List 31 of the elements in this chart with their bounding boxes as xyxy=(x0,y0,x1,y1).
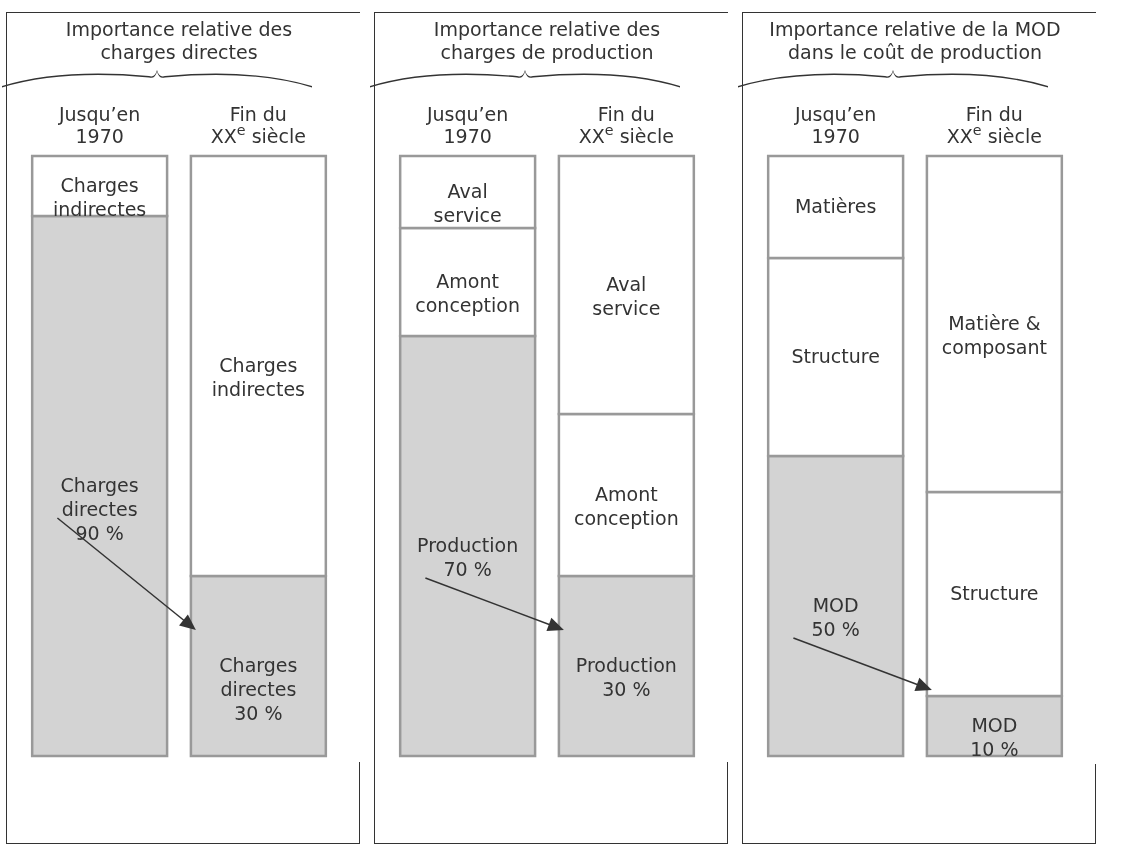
x-tick-label: Fin du XX$^{e}$ siècle xyxy=(578,102,674,147)
series-label: Charges directes xyxy=(60,474,139,520)
series-label: MOD xyxy=(971,714,1018,736)
series-label: Charges indirectes xyxy=(53,174,147,220)
text: Amont conception xyxy=(574,483,679,529)
text: Structure xyxy=(950,582,1039,604)
data-label: 70 % xyxy=(443,558,492,580)
text: Charges indirectes xyxy=(211,354,305,400)
text: Production xyxy=(575,654,677,676)
data-label: 90 % xyxy=(75,522,124,544)
chart-title: Importance relative de la MOD dans le coût de production xyxy=(769,18,1061,63)
series-label: Matières xyxy=(794,195,877,217)
x-tick-label: Jusqu’en 1970 xyxy=(57,102,141,147)
chart-title: Importance relative des charges directes xyxy=(65,18,293,63)
data-label: 50 % xyxy=(811,618,860,640)
data-label: 30 % xyxy=(602,678,651,700)
chart-title: Importance relative des charges de production xyxy=(433,18,661,63)
data-label: 10 % xyxy=(970,738,1019,760)
series-label: Amont conception xyxy=(415,270,520,316)
text: MOD xyxy=(812,594,859,616)
x-tick-label: Fin du XX$^{e}$ siècle xyxy=(946,102,1042,147)
series-label: Structure xyxy=(791,345,880,367)
text: Aval service xyxy=(592,273,661,319)
series-label: Aval service xyxy=(433,180,502,226)
x-tick-label: Fin du XX$^{e}$ siècle xyxy=(210,102,306,147)
x-tick-label: Jusqu’en 1970 xyxy=(425,102,509,147)
x-tick-label: Jusqu’en 1970 xyxy=(793,102,877,147)
series-label: Matière & composant xyxy=(941,312,1048,358)
text: Charges directes xyxy=(219,654,298,700)
data-label: 30 % xyxy=(234,702,283,724)
series-label: Production xyxy=(417,534,519,556)
